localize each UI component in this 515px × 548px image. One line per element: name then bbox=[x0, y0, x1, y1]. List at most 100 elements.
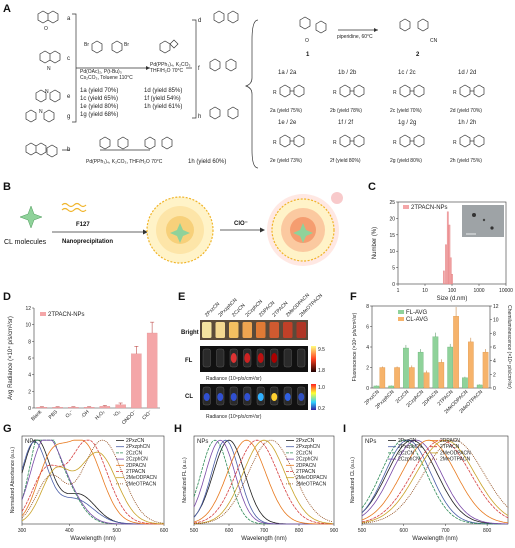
cl-signal bbox=[298, 393, 305, 401]
chart-c-bar bbox=[445, 244, 447, 285]
fl-well bbox=[297, 348, 306, 368]
donor-letter-c: c bbox=[67, 56, 70, 62]
spectra-xtick-label: 700 bbox=[441, 528, 450, 534]
chart-c-bar bbox=[451, 274, 453, 285]
tem-particle bbox=[490, 226, 494, 230]
bright-vial bbox=[242, 322, 252, 338]
chart-f-bar-cl bbox=[379, 367, 386, 389]
fl-signal bbox=[257, 353, 264, 363]
chart-f-y2tick-label: 0 bbox=[493, 386, 496, 392]
product-r-label: R bbox=[453, 140, 457, 146]
spectra-legend-label: 2PxzCN bbox=[398, 438, 417, 444]
spectra-xtick-label: 500 bbox=[190, 528, 199, 534]
chart-c-bar bbox=[448, 224, 451, 285]
tem-particle bbox=[472, 213, 476, 217]
chart-f-y2tick-label: 12 bbox=[493, 304, 499, 310]
svg-text:O: O bbox=[305, 38, 309, 44]
structure-c: N bbox=[39, 50, 61, 72]
yield-1g: 1g (yield 68%) bbox=[80, 112, 118, 118]
spectra-xtick-label: 500 bbox=[358, 528, 367, 534]
product-pair-label: 1b / 2b bbox=[338, 70, 357, 76]
chart-c-ylabel: Number (%) bbox=[372, 227, 378, 259]
chart-d-category-label: H₂O₂ bbox=[94, 409, 106, 421]
chart-c-bar bbox=[442, 270, 445, 285]
svg-text:Br: Br bbox=[84, 42, 89, 48]
chart-d-bar bbox=[36, 407, 48, 409]
spectra-nps-label: NPs bbox=[197, 439, 208, 445]
fl-radiance-label: Radiance (10⁹p/s/cm²/sr) bbox=[206, 376, 262, 382]
product-yield-label: 2d (yield 70%) bbox=[450, 108, 482, 114]
chart-c-ytick-label: 10 bbox=[389, 249, 395, 255]
spectra-xtick-label: 400 bbox=[65, 528, 74, 534]
spectra-legend-label: 2CzphCN bbox=[126, 457, 148, 463]
product-ring-path bbox=[459, 134, 485, 148]
spectrum-line bbox=[361, 439, 508, 525]
product-row-2-yields: 2e (yield 73%) 2f (yield 80%) 2g (yield 80… bbox=[270, 158, 482, 164]
svg-text:CN: CN bbox=[430, 38, 438, 44]
spectra-nps-label: NPs bbox=[365, 439, 376, 445]
donor-letter-h: h bbox=[198, 114, 201, 120]
donor-letter-f: f bbox=[198, 66, 200, 72]
spectra-legend-label: 2CzCN bbox=[126, 450, 143, 456]
structure-h bbox=[209, 106, 239, 120]
spectra-legend-label: 2CzCN bbox=[398, 450, 415, 456]
spectra-legend-label: 2PxzCN bbox=[296, 438, 315, 444]
structure-d bbox=[213, 10, 239, 24]
product-structure-glyph: R bbox=[273, 84, 305, 98]
spectrum-line bbox=[21, 439, 164, 525]
chart-f-bar-cl bbox=[438, 362, 445, 389]
fl-scale-min: 1.8 bbox=[318, 368, 325, 374]
yield-bottom: 1h (yield 60%) bbox=[188, 159, 226, 165]
chart-f-bar-cl bbox=[394, 367, 400, 389]
chart-f-ylabel: Fluorescence (×10⁸ p/s/cm²/sr) bbox=[352, 312, 358, 381]
spectra-xtick-label: 600 bbox=[160, 528, 169, 534]
product-row-1-pairs: 1a / 2a 1b / 2b 1c / 2c 1d / 2d bbox=[278, 70, 476, 76]
panel-f-letter: F bbox=[350, 291, 357, 303]
product-r-label: R bbox=[273, 140, 277, 146]
fl-well bbox=[202, 348, 211, 368]
bright-vial bbox=[256, 322, 266, 338]
cl-signal bbox=[244, 393, 251, 401]
spectra-legend-label: 2MeODPACN bbox=[440, 450, 471, 456]
row-label-cl: CL bbox=[185, 394, 193, 400]
donor-letter-g: g bbox=[67, 114, 70, 120]
svg-text:N: N bbox=[39, 109, 43, 115]
svg-text:O: O bbox=[44, 26, 48, 32]
chart-c-ytick-label: 15 bbox=[389, 233, 395, 239]
spectrum-line bbox=[194, 439, 333, 525]
product-ring-path bbox=[399, 84, 425, 98]
bright-vial bbox=[296, 322, 306, 338]
reaction-bracket-left bbox=[72, 13, 150, 123]
chart-f-legend-swatch-cl bbox=[398, 317, 404, 321]
product-structure-glyph: R bbox=[273, 134, 305, 148]
compound-1-structure: O bbox=[299, 16, 327, 44]
chart-f-bar-fl bbox=[432, 336, 439, 389]
chart-f-bar-fl bbox=[476, 384, 483, 389]
bright-field-strip bbox=[200, 320, 308, 340]
chart-d-ytick-label: 8 bbox=[28, 339, 31, 345]
cl-signal bbox=[257, 393, 264, 401]
spectrum-line bbox=[361, 439, 509, 523]
yield-1f: 1f (yield 54%) bbox=[144, 96, 181, 102]
spectrum-line bbox=[21, 451, 164, 525]
chart-d-category-label: ClO⁻ bbox=[141, 409, 153, 421]
spectra-legend-label: 2MeODPACN bbox=[296, 475, 327, 481]
spectra-legend-label: 2MeOTPACN bbox=[296, 481, 327, 487]
product-structure-glyph: R bbox=[333, 134, 365, 148]
reagents-left-1: Pd(OAc)₂, P(t-Bu)₃ bbox=[80, 69, 122, 75]
cl-molecule-icon bbox=[19, 205, 43, 229]
cl-radiance-label: Radiance (10⁵p/s/cm²/sr) bbox=[206, 414, 262, 420]
product-r-label: R bbox=[453, 90, 457, 96]
cl-molecules-label: CL molecules bbox=[4, 239, 47, 246]
panel-e-letter: E bbox=[178, 291, 185, 303]
product-structure-glyph: R bbox=[453, 134, 485, 148]
donor-letter-d: d bbox=[198, 18, 201, 24]
spectra-xtick-label: 800 bbox=[483, 528, 492, 534]
bright-vial bbox=[283, 322, 293, 338]
chart-d-bar bbox=[68, 407, 79, 409]
panel-e: E 2PxzCN2PxzphCN2CzCN2CzphCN2DPACN2TPACN… bbox=[178, 291, 325, 420]
spectrum-line bbox=[21, 439, 164, 525]
product-r-label: R bbox=[333, 140, 337, 146]
panel-c-letter: C bbox=[368, 181, 376, 193]
